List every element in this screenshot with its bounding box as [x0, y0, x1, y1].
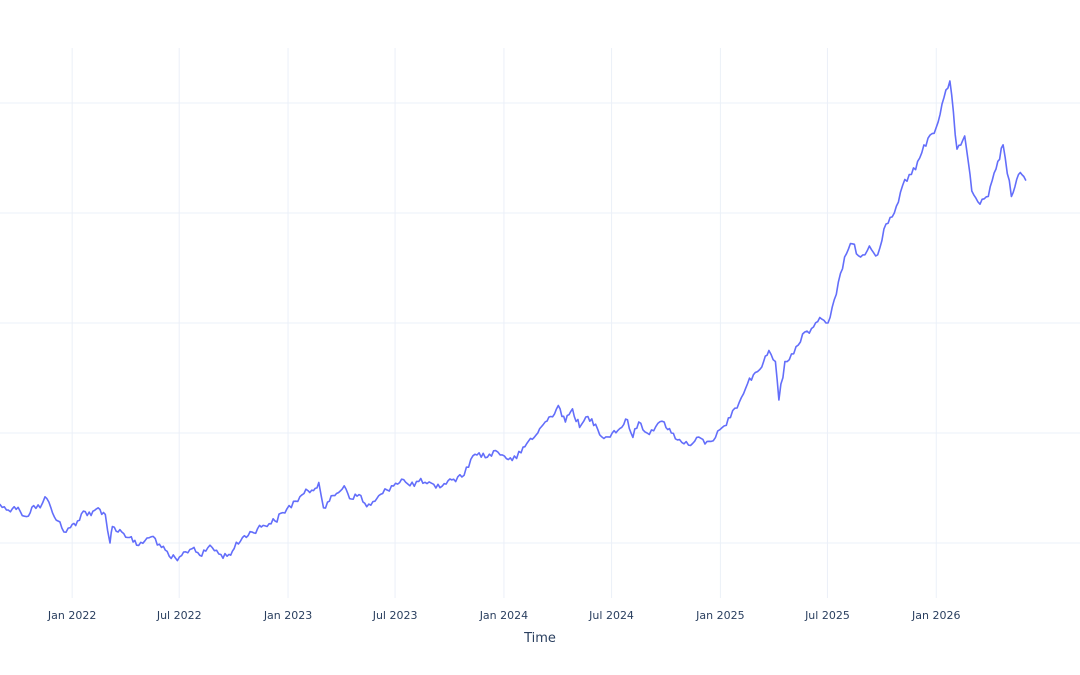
x-tick-labels: Jan 2022 Jul 2022 Jan 2023 Jul 2023 Jan 2024…: [47, 609, 961, 622]
x-tick-label: Jan 2024: [479, 609, 528, 622]
x-tick-label: Jul 2023: [372, 609, 418, 622]
x-tick-label: Jul 2025: [804, 609, 850, 622]
y-gridlines: [0, 102, 1080, 544]
x-tick-label: Jul 2024: [588, 609, 634, 622]
x-tick-label: Jan 2022: [47, 609, 96, 622]
x-tick-label: Jan 2026: [911, 609, 960, 622]
x-tick-label: Jan 2023: [263, 609, 312, 622]
x-tick-label: Jul 2022: [156, 609, 202, 622]
x-axis-title: Time: [523, 631, 556, 646]
series-line: [0, 80, 1027, 562]
x-tick-label: Jan 2025: [695, 609, 744, 622]
